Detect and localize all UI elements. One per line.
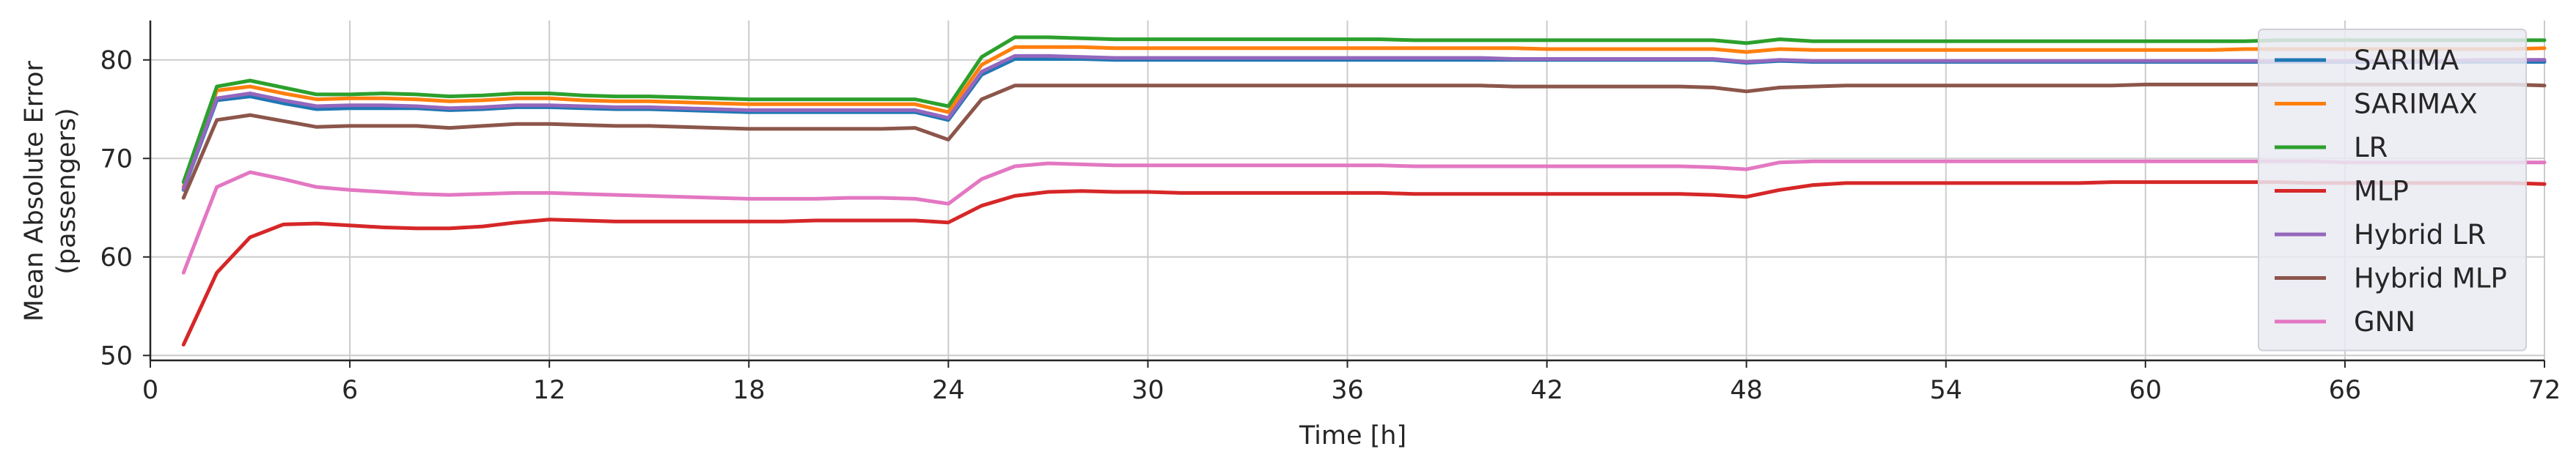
- series-line-lr: [181, 35, 2547, 185]
- y-tick-label: 50: [100, 341, 133, 371]
- x-tick-label: 30: [1131, 376, 1164, 405]
- legend-label-hybrid-lr: Hybrid LR: [2354, 219, 2486, 251]
- x-tick-label: 0: [142, 376, 158, 405]
- legend-label-sarimax: SARIMAX: [2354, 89, 2478, 120]
- legend-label-gnn: GNN: [2354, 306, 2415, 338]
- legend-label-hybrid-mlp: Hybrid MLP: [2354, 263, 2507, 294]
- x-tick-label: 6: [342, 376, 358, 405]
- x-tick-label: 60: [2129, 376, 2162, 405]
- series-line-sarimax: [181, 45, 2547, 189]
- y-tick-label: 70: [100, 144, 133, 174]
- x-tick-label: 12: [533, 376, 566, 405]
- x-tick-label: 66: [2329, 376, 2362, 405]
- axes: [143, 21, 2545, 368]
- x-tick-label: 48: [1730, 376, 1763, 405]
- y-axis-title-line2: (passengers): [52, 108, 81, 275]
- legend-label-mlp: MLP: [2354, 176, 2409, 207]
- legend-box: [2258, 29, 2527, 352]
- series-line-mlp: [181, 180, 2547, 346]
- legend-label-sarima: SARIMA: [2354, 45, 2459, 76]
- legend-label-lr: LR: [2354, 132, 2388, 163]
- x-axis-title: Time [h]: [1299, 421, 1406, 450]
- series-line-hybrid-mlp: [181, 82, 2547, 200]
- grid-lines: [150, 21, 2545, 360]
- tick-labels: 0 6 12 18 24 30 36 42 48 54 60 66 72 50 60 70 80: [100, 46, 2561, 405]
- x-tick-label: 54: [1929, 376, 1962, 405]
- x-tick-label: 72: [2528, 376, 2561, 405]
- x-tick-label: 42: [1530, 376, 1563, 405]
- series-line-hybrid-lr: [181, 53, 2547, 191]
- series-line-gnn: [181, 159, 2547, 275]
- x-tick-label: 36: [1331, 376, 1364, 405]
- series-lines: [181, 35, 2547, 346]
- x-tick-label: 18: [733, 376, 766, 405]
- y-tick-label: 60: [100, 243, 133, 272]
- legend: SARIMA SARIMAX LR MLP Hybrid LR Hybrid MLP GNN: [2258, 29, 2527, 352]
- y-axis-title-line1: Mean Absolute Error: [20, 60, 49, 322]
- y-tick-label: 80: [100, 46, 133, 75]
- x-tick-label: 24: [932, 376, 965, 405]
